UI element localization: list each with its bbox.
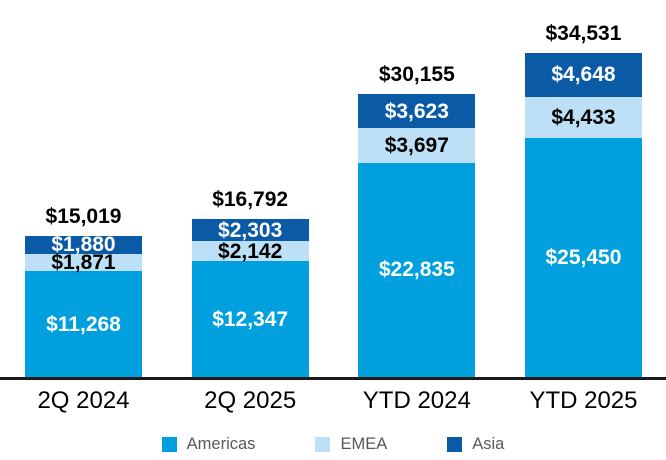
bar-segment-label: $22,835: [378, 258, 455, 282]
bar-stack: $4,648 $4,433 $25,450: [524, 53, 642, 377]
bar-total-label: $34,531: [545, 22, 622, 46]
bar-segment-americas: $25,450: [524, 138, 642, 377]
legend-item-asia: Asia: [447, 436, 504, 452]
bar-total-label: $30,155: [378, 63, 455, 87]
legend-swatch-icon: [315, 436, 331, 452]
bar-segment-label: $1,871: [51, 251, 116, 275]
legend-swatch-icon: [447, 436, 463, 452]
bar-segment-label: $25,450: [545, 246, 622, 270]
bar-segment-label: $1,880: [51, 233, 116, 257]
legend-item-americas: Americas: [161, 435, 256, 453]
bar-segment-label: $4,433: [551, 105, 616, 129]
bar-segment-label: $12,347: [212, 307, 289, 331]
bar-total-label: $15,019: [45, 205, 122, 229]
bar-total-label: $16,792: [212, 188, 289, 212]
x-axis-line: [0, 377, 666, 380]
bar-segment-label: $2,142: [218, 239, 283, 263]
bar-segment-americas: $11,268: [25, 271, 142, 377]
bar-segment-emea: $4,433: [524, 96, 642, 139]
bar-group: $16,792 $2,303 $2,142 $12,347: [191, 188, 309, 377]
plot-area: $15,019 $1,880 $1,871 $11,268 $16,792 $2,303 $…: [25, 22, 642, 377]
bar-segment-asia: $4,648: [524, 53, 642, 97]
bar-stack: $2,303 $2,142 $12,347: [191, 218, 309, 377]
bar-segment-americas: $22,835: [358, 162, 476, 377]
bar-group: $34,531 $4,648 $4,433 $25,450: [524, 22, 642, 377]
legend: Americas EMEA Asia: [0, 436, 666, 452]
bar-stack: $3,623 $3,697 $22,835: [358, 94, 476, 377]
x-axis-label: 2Q 2025: [204, 387, 297, 414]
bar-segment-asia: $2,303: [191, 218, 309, 242]
legend-swatch-icon: [161, 436, 177, 452]
bar-segment-label: $3,697: [384, 133, 449, 157]
x-axis-label: YTD 2025: [529, 387, 638, 414]
bar-group: $30,155 $3,623 $3,697 $22,835: [358, 63, 476, 377]
legend-label: EMEA: [340, 435, 388, 453]
bar-segment-label: $3,623: [384, 99, 449, 123]
bar-segment-americas: $12,347: [191, 261, 309, 377]
bar-segment-asia: $1,880: [25, 233, 142, 257]
bar-stack: $1,880 $1,871 $11,268: [25, 233, 142, 377]
bar-segment-label: $4,648: [551, 63, 616, 87]
bar-segment-asia: $3,623: [358, 94, 476, 129]
bar-segment-label: $11,268: [46, 312, 121, 336]
x-axis-label: YTD 2024: [362, 387, 471, 414]
x-axis-labels: 2Q 2024 2Q 2025 YTD 2024 YTD 2025: [0, 380, 666, 414]
bar-segment-emea: $1,871: [25, 251, 142, 275]
bar-segment-label: $2,303: [218, 218, 283, 242]
bar-group: $15,019 $1,880 $1,871 $11,268: [25, 205, 142, 377]
bar-segment-emea: $2,142: [191, 239, 309, 263]
bar-segment-emea: $3,697: [358, 128, 476, 163]
x-axis-label: 2Q 2024: [37, 387, 130, 414]
legend-label: Americas: [186, 435, 256, 453]
legend-label: Asia: [472, 435, 505, 453]
legend-item-emea: EMEA: [315, 436, 387, 452]
